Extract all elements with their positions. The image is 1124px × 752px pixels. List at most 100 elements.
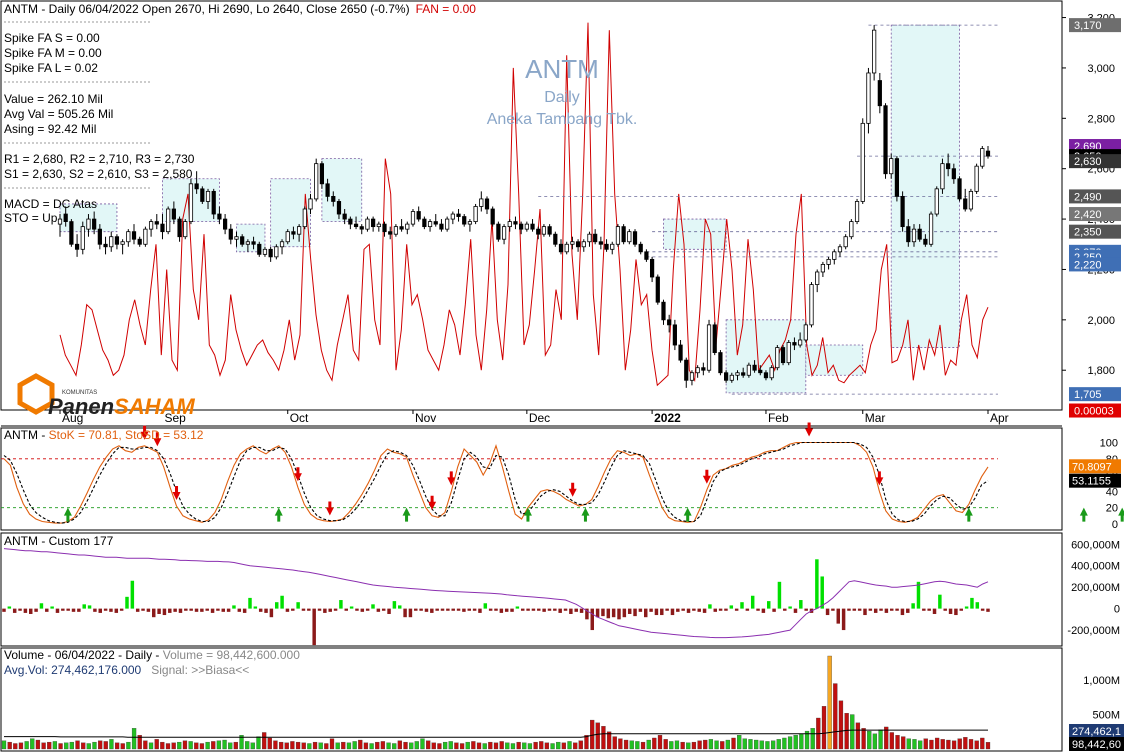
custom-bar — [718, 608, 723, 611]
candle-body — [359, 226, 364, 230]
candle-body — [849, 221, 854, 238]
volume-bar — [499, 741, 504, 750]
volume-bar — [380, 741, 386, 750]
volume-bar — [177, 741, 182, 750]
price-label-box — [1069, 154, 1121, 169]
candle-body — [798, 339, 803, 346]
volume-bar — [250, 742, 255, 750]
candle-body — [131, 231, 137, 240]
price-tick-label: 1,800 — [1087, 365, 1115, 377]
custom-bar — [895, 608, 899, 611]
candle-body — [388, 231, 393, 235]
candle-body — [980, 148, 985, 167]
candle-body — [285, 231, 290, 243]
header-title-main: ANTM - Daily 06/04/2022 Open 2670, Hi 26… — [4, 2, 410, 16]
candle-body — [501, 226, 507, 240]
volume-bar — [510, 743, 516, 750]
custom-bar — [269, 608, 274, 618]
volume-bar — [92, 741, 97, 750]
volume-bar — [363, 742, 369, 750]
volume-bar — [697, 740, 702, 750]
candle-body — [473, 206, 478, 222]
volume-bar — [329, 738, 335, 750]
candle-body — [365, 218, 370, 230]
candle-body — [906, 226, 911, 243]
candle-body — [815, 271, 820, 285]
volume-bar — [674, 740, 680, 750]
candle-body — [826, 258, 831, 265]
stoch-tick-label: 100 — [1100, 438, 1118, 450]
custom-bar — [638, 608, 643, 612]
volume-bar — [901, 736, 906, 750]
candle-body — [393, 226, 399, 235]
custom-bar — [542, 608, 546, 612]
time-axis: Aug Sep Oct Nov Dec 2022 Feb Mar Apr — [59, 410, 1009, 425]
candle-body — [57, 218, 63, 225]
candle-body — [775, 347, 780, 369]
arrow-up-icon — [63, 507, 72, 522]
candle-body — [217, 213, 222, 220]
custom-bar — [788, 606, 792, 609]
candle-body — [877, 80, 882, 107]
custom-bar — [863, 608, 867, 616]
candle-body — [507, 221, 512, 228]
custom-bar — [750, 595, 755, 609]
custom-bar — [702, 608, 707, 613]
candle-body — [729, 374, 734, 381]
candle-body — [621, 226, 626, 243]
custom-bar — [553, 608, 557, 611]
custom-bar — [820, 576, 824, 609]
candle-body — [183, 221, 188, 238]
logo-text-saham: SAHAM — [114, 394, 195, 419]
custom-bar — [515, 606, 520, 609]
custom-bar — [93, 608, 97, 612]
custom-bar — [23, 608, 28, 613]
dashed-levels — [538, 24, 998, 395]
volume-bar — [974, 740, 979, 750]
volume-bar — [618, 738, 623, 750]
custom-bar — [857, 608, 862, 611]
custom-bar — [135, 608, 140, 612]
volume-bar — [544, 742, 550, 750]
price-band — [890, 24, 960, 348]
volume-bar — [182, 740, 188, 750]
candle-body — [371, 218, 376, 228]
info-resistance: R1 = 2,680, R2 = 2,710, R3 = 2,730 — [4, 152, 195, 166]
logo-small-text: KOMUNITAS — [62, 390, 97, 396]
custom-bar — [483, 603, 488, 609]
custom-bar — [435, 608, 439, 611]
volume-bar — [295, 741, 301, 750]
volume-bar — [160, 741, 165, 750]
info-asing: Asing = 92.42 Mil — [4, 122, 96, 136]
candle-body — [513, 221, 518, 225]
volume-bar — [810, 728, 815, 750]
stoch-label-box — [1069, 473, 1121, 488]
candle-body — [968, 190, 974, 210]
custom-bar — [590, 608, 594, 631]
candle-body — [410, 211, 416, 225]
volume-bar — [1, 740, 7, 750]
candle-body — [467, 221, 473, 225]
volume-bar — [844, 713, 849, 750]
arrow-down-icon — [875, 471, 884, 486]
candle-body — [103, 243, 108, 248]
volume-bar — [505, 742, 510, 750]
volume-bar — [867, 730, 872, 750]
custom-bar — [168, 608, 172, 613]
info-sto: STO = Up — [4, 211, 58, 225]
volume-bar — [776, 739, 781, 750]
custom-bar — [713, 608, 717, 612]
price-label-box — [1069, 403, 1121, 418]
candle-body — [649, 258, 655, 278]
month-label: Apr — [990, 411, 1009, 425]
month-label: Aug — [62, 411, 83, 425]
custom-bar — [162, 608, 167, 616]
custom-bar — [537, 608, 541, 611]
chart-frame — [0, 0, 1063, 752]
volume-bar — [114, 742, 120, 750]
candle-body — [342, 213, 347, 220]
custom-bar — [734, 608, 739, 611]
watermark-ticker: ANTM — [525, 54, 599, 84]
candle-body — [456, 213, 461, 217]
